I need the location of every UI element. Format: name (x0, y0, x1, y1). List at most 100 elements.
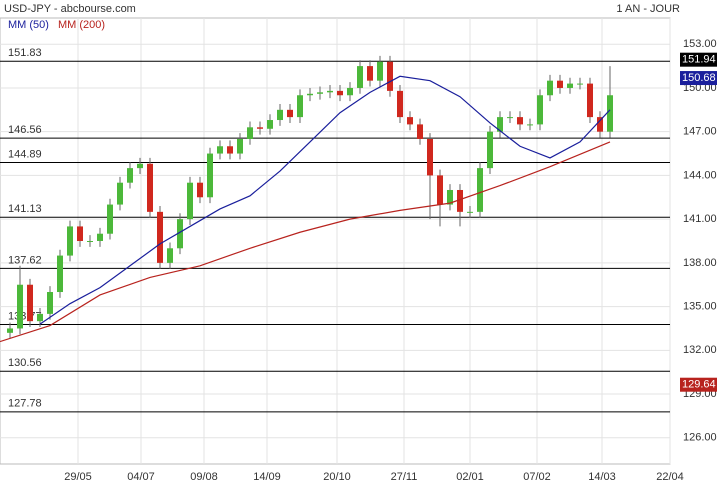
candle-body (297, 95, 303, 118)
x-tick-label: 27/11 (391, 471, 418, 483)
price-tag (680, 377, 717, 392)
candle-body (457, 189, 463, 212)
candle-body (427, 138, 433, 176)
x-tick-label: 09/08 (190, 471, 218, 483)
candle-body (597, 117, 603, 132)
level-label: 127.78 (8, 398, 42, 410)
candle-body (137, 163, 143, 169)
candle-body (437, 175, 443, 205)
candle-body (167, 248, 173, 263)
candle-body (177, 219, 183, 249)
candle-body (317, 92, 323, 94)
level-label: 144.89 (8, 148, 42, 160)
candle-body (97, 233, 103, 241)
x-tick-label: 02/01 (456, 471, 484, 483)
candle-body (487, 131, 493, 169)
level-label: 146.56 (8, 124, 42, 136)
legend-entry: MM (50) (8, 19, 49, 31)
candle-body (57, 255, 63, 293)
candle-body (107, 204, 113, 234)
candle-body (277, 109, 283, 121)
price-tag (680, 71, 717, 86)
ma-line (0, 141, 611, 343)
candle-body (27, 284, 33, 322)
candle-body (197, 182, 203, 198)
candle-body (467, 211, 473, 213)
x-tick-label: 22/04 (656, 471, 684, 483)
candle-body (237, 138, 243, 154)
price-tag-label: 151.94 (682, 54, 716, 66)
candle-body (507, 117, 513, 119)
candle-body (217, 146, 223, 154)
candle-body (407, 117, 413, 125)
candle-body (207, 153, 213, 198)
y-tick-label: 141.00 (683, 213, 717, 225)
candle-body (47, 292, 53, 314)
candle-body (377, 61, 383, 81)
candle-body (417, 124, 423, 139)
x-tick-label: 07/02 (523, 471, 551, 483)
price-tag-label: 129.64 (682, 379, 716, 391)
y-tick-label: 126.00 (683, 432, 717, 444)
candle-body (67, 226, 73, 256)
candle-body (517, 117, 523, 125)
candle-body (87, 241, 93, 242)
candle-body (397, 90, 403, 118)
candle-body (577, 83, 583, 85)
candle-body (227, 146, 233, 154)
candle-body (187, 182, 193, 220)
candle-body (17, 284, 23, 329)
candle-body (447, 189, 453, 205)
chart-title: USD-JPY - abcbourse.com (4, 3, 136, 15)
x-tick-label: 29/05 (64, 471, 92, 483)
level-label: 130.56 (8, 357, 42, 369)
legend-entry: MM (200) (58, 19, 105, 31)
candle-body (267, 120, 273, 129)
candle-body (77, 226, 83, 241)
x-tick-label: 14/03 (588, 471, 616, 483)
price-tag-label: 150.68 (682, 72, 716, 84)
ma-line (39, 75, 611, 325)
candle-body (497, 117, 503, 132)
price-tag (680, 52, 717, 67)
x-tick-label: 04/07 (127, 471, 155, 483)
candle-body (607, 95, 613, 132)
candle-body (327, 90, 333, 93)
candle-body (247, 127, 253, 139)
level-label: 141.13 (8, 203, 42, 215)
candle-body (477, 168, 483, 212)
y-tick-label: 147.00 (683, 126, 717, 138)
y-tick-label: 144.00 (683, 169, 717, 181)
y-tick-label: 153.00 (683, 38, 717, 50)
candle-body (117, 182, 123, 205)
y-tick-label: 138.00 (683, 257, 717, 269)
candle-body (527, 124, 533, 126)
candle-body (347, 87, 353, 96)
chart-subtitle: 1 AN - JOUR (616, 3, 680, 15)
level-label: 133.77 (8, 310, 42, 322)
candle-body (367, 66, 373, 81)
candle-body (547, 80, 553, 96)
candle-body (37, 313, 43, 322)
candle-body (387, 61, 393, 91)
candle-body (557, 80, 563, 88)
candle-body (257, 127, 263, 129)
candle-body (7, 328, 13, 333)
level-label: 137.62 (8, 254, 42, 266)
candle-body (287, 109, 293, 118)
candle-body (587, 83, 593, 118)
candle-body (537, 95, 543, 125)
candle-body (567, 83, 573, 88)
y-tick-label: 132.00 (683, 344, 717, 356)
level-label: 151.83 (8, 47, 42, 59)
plot-frame (0, 17, 671, 465)
candle-body (157, 211, 163, 263)
candle-body (127, 168, 133, 183)
x-tick-label: 14/09 (253, 471, 281, 483)
candle-body (337, 90, 343, 96)
candle-body (357, 66, 363, 88)
x-tick-label: 20/10 (323, 471, 351, 483)
candle-body (147, 163, 153, 212)
candle-body (307, 93, 313, 96)
